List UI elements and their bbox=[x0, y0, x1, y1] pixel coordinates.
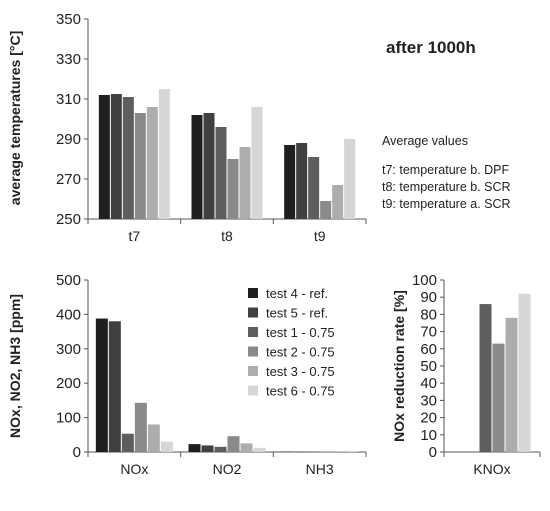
temp-y-axis-label: average temperatures [°C] bbox=[7, 31, 23, 205]
knox-x-tick-label: KNOx bbox=[473, 461, 510, 477]
nox-y-tick-label: 0 bbox=[73, 444, 81, 461]
temp-y-tick-label: 350 bbox=[56, 11, 81, 28]
nox-x-tick-label: NH3 bbox=[306, 461, 334, 477]
legend-label: test 1 - 0.75 bbox=[266, 325, 335, 340]
temp-y-tick-label: 310 bbox=[56, 91, 81, 108]
temp-y-tick-label: 270 bbox=[56, 171, 81, 188]
legend-swatch bbox=[248, 366, 258, 376]
nox-bar bbox=[215, 447, 227, 452]
temp-x-tick-label: t9 bbox=[314, 228, 326, 244]
temp-bar bbox=[135, 113, 146, 219]
knox-y-tick-label: 30 bbox=[420, 392, 437, 409]
nox-y-tick-label: 200 bbox=[56, 375, 81, 392]
avg-line-t7: t7: temperature b. DPF bbox=[382, 163, 509, 177]
nox-x-tick-label: NOx bbox=[120, 461, 148, 477]
average-values-title: Average values bbox=[382, 134, 468, 148]
nox-bar bbox=[202, 445, 214, 452]
knox-bar bbox=[506, 318, 518, 452]
knox-y-tick-label: 60 bbox=[420, 341, 437, 358]
knox-y-tick-label: 70 bbox=[420, 324, 437, 341]
temp-bar bbox=[284, 145, 295, 219]
legend-label: test 2 - 0.75 bbox=[266, 345, 335, 360]
knox-y-tick-label: 10 bbox=[420, 427, 437, 444]
temp-bar bbox=[192, 115, 203, 219]
nox-bar bbox=[109, 321, 121, 452]
temp-bar bbox=[296, 143, 307, 219]
temp-bar bbox=[216, 127, 227, 219]
nox-y-axis-label: NOx, NO2, NH3 [ppm] bbox=[7, 294, 23, 438]
nox-bar bbox=[96, 319, 108, 452]
temp-bar bbox=[123, 97, 134, 219]
legend-swatch bbox=[248, 288, 258, 298]
nox-y-tick-label: 500 bbox=[56, 272, 81, 289]
knox-y-tick-label: 20 bbox=[420, 410, 437, 427]
temp-bar bbox=[344, 139, 355, 219]
avg-line-t9: t9: temperature a. SCR bbox=[382, 197, 511, 211]
nox-y-tick-label: 300 bbox=[56, 341, 81, 358]
nox-bar bbox=[241, 443, 253, 452]
nox-bar bbox=[189, 444, 201, 452]
temp-bar bbox=[111, 94, 122, 219]
knox-y-tick-label: 100 bbox=[412, 272, 437, 289]
nox-bar bbox=[135, 403, 147, 452]
nox-bar bbox=[228, 436, 240, 452]
knox-bar bbox=[493, 344, 505, 452]
knox-bar bbox=[519, 294, 531, 452]
nox-y-tick-label: 100 bbox=[56, 410, 81, 427]
temp-y-tick-label: 250 bbox=[56, 211, 81, 228]
knox-y-axis-label: NOx reduction rate [%] bbox=[391, 290, 407, 442]
legend-label: test 3 - 0.75 bbox=[266, 364, 335, 379]
legend-swatch bbox=[248, 308, 258, 318]
temp-bar bbox=[240, 147, 251, 219]
knox-y-tick-label: 0 bbox=[429, 444, 437, 461]
temp-x-tick-label: t7 bbox=[128, 228, 140, 244]
avg-line-t8: t8: temperature b. SCR bbox=[382, 180, 511, 194]
legend-label: test 4 - ref. bbox=[266, 286, 328, 301]
legend-label: test 6 - 0.75 bbox=[266, 384, 335, 399]
nox-bar bbox=[161, 442, 173, 452]
nox-x-tick-label: NO2 bbox=[213, 461, 242, 477]
nox-bar bbox=[122, 434, 134, 452]
temp-bar bbox=[228, 159, 239, 219]
legend-swatch bbox=[248, 386, 258, 396]
temp-bar bbox=[99, 95, 110, 219]
temp-bar bbox=[308, 157, 319, 219]
temp-bar bbox=[332, 185, 343, 219]
temp-x-tick-label: t8 bbox=[221, 228, 233, 244]
nox-bar bbox=[254, 448, 266, 452]
legend-swatch bbox=[248, 347, 258, 357]
temp-y-tick-label: 330 bbox=[56, 51, 81, 68]
knox-y-tick-label: 50 bbox=[420, 358, 437, 375]
nox-y-tick-label: 400 bbox=[56, 306, 81, 323]
temp-bar bbox=[147, 107, 158, 219]
temp-y-tick-label: 290 bbox=[56, 131, 81, 148]
temp-bar bbox=[204, 113, 215, 219]
legend-swatch bbox=[248, 327, 258, 337]
knox-y-tick-label: 90 bbox=[420, 289, 437, 306]
legend-label: test 5 - ref. bbox=[266, 306, 328, 321]
knox-bar bbox=[480, 304, 492, 452]
temp-bar bbox=[252, 107, 263, 219]
nox-bar bbox=[148, 424, 160, 452]
knox-y-tick-label: 80 bbox=[420, 306, 437, 323]
temp-bar bbox=[159, 89, 170, 219]
knox-y-tick-label: 40 bbox=[420, 375, 437, 392]
temp-bar bbox=[320, 201, 331, 219]
nox-bar bbox=[346, 451, 358, 452]
after-1000h-label: after 1000h bbox=[386, 38, 476, 58]
